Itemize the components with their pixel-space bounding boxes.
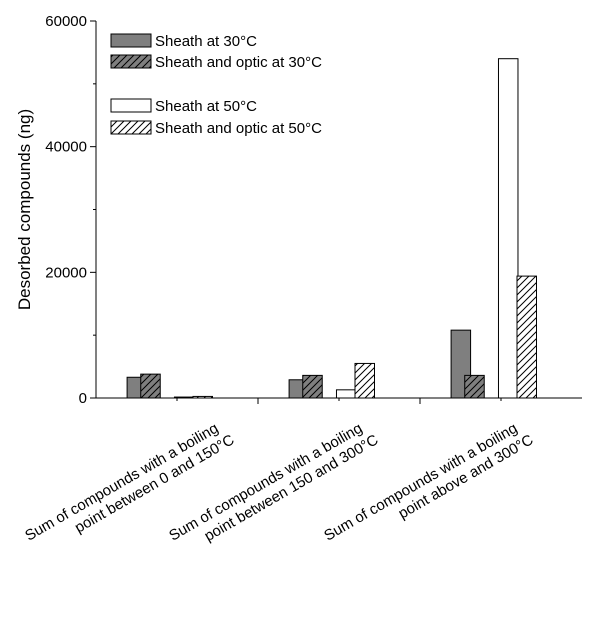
bar (516, 275, 537, 399)
bar (302, 374, 323, 399)
bar (497, 58, 519, 399)
y-tick-label: 40000 (45, 139, 87, 156)
legend-swatch (110, 33, 152, 48)
bar (173, 396, 195, 399)
legend-label: Sheath and optic at 50°C (155, 120, 322, 137)
bars (126, 58, 537, 399)
legend-swatch (110, 120, 152, 135)
legend-label: Sheath and optic at 30°C (155, 54, 322, 71)
bar (192, 395, 213, 399)
bar (335, 389, 357, 399)
legend: Sheath at 30°C Sheath and optic at 30°C Sh… (110, 33, 322, 137)
y-tick-label: 0 (79, 390, 87, 407)
axes: 0 20000 40000 60000 Desorbed compounds (ng) (15, 13, 582, 407)
legend-label: Sheath at 30°C (155, 33, 257, 50)
y-tick-label: 60000 (45, 13, 87, 30)
legend-swatch (110, 98, 152, 113)
y-tick-label: 20000 (45, 264, 87, 281)
bar (464, 374, 485, 399)
y-axis-title: Desorbed compounds (ng) (15, 109, 34, 310)
bar (140, 373, 161, 399)
bar (354, 362, 375, 399)
legend-label: Sheath at 50°C (155, 98, 257, 115)
legend-swatch (110, 54, 152, 69)
